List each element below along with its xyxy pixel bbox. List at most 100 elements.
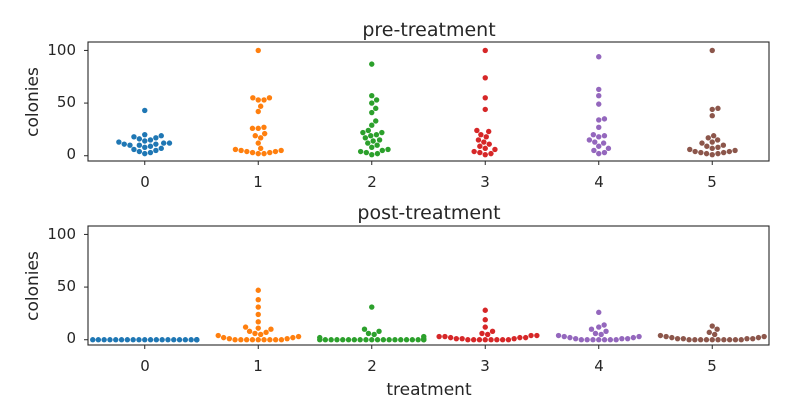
- data-point: [474, 127, 480, 134]
- data-point: [709, 145, 715, 152]
- data-point: [674, 335, 681, 342]
- y-tick-label: 0: [66, 329, 76, 347]
- data-point: [726, 337, 733, 343]
- data-point: [409, 337, 416, 343]
- data-point: [142, 107, 148, 114]
- panel-title: pre-treatment: [362, 19, 495, 41]
- data-point: [365, 140, 371, 146]
- data-point: [238, 337, 244, 343]
- data-point: [220, 334, 227, 341]
- data-point: [698, 149, 704, 156]
- x-tick-label: 4: [594, 173, 604, 191]
- data-point: [687, 146, 693, 153]
- data-point: [127, 142, 133, 148]
- data-point: [136, 142, 143, 148]
- data-point: [715, 337, 721, 343]
- data-point: [369, 122, 375, 128]
- data-point: [142, 131, 148, 138]
- data-point: [561, 333, 567, 340]
- data-point: [567, 334, 573, 341]
- data-point: [732, 337, 739, 343]
- data-point: [255, 311, 261, 318]
- data-point: [142, 144, 148, 151]
- data-point: [482, 95, 488, 101]
- data-point: [386, 337, 392, 343]
- data-point: [147, 137, 154, 143]
- data-point: [596, 324, 602, 330]
- data-point: [588, 326, 595, 332]
- data-point: [255, 319, 261, 325]
- data-point: [596, 143, 602, 149]
- data-point: [482, 145, 488, 152]
- data-point: [697, 337, 704, 343]
- data-point: [447, 334, 454, 341]
- data-point: [243, 337, 250, 343]
- data-point: [153, 141, 159, 147]
- data-point: [116, 139, 122, 145]
- data-point: [369, 100, 375, 106]
- data-point: [124, 337, 131, 343]
- data-point: [596, 134, 602, 140]
- data-point: [131, 146, 137, 153]
- data-point: [295, 333, 302, 340]
- data-point: [232, 146, 239, 153]
- data-point: [246, 328, 253, 335]
- data-point: [488, 150, 494, 157]
- data-point: [715, 144, 721, 151]
- data-point: [590, 337, 596, 343]
- data-point: [142, 138, 148, 144]
- data-point: [494, 337, 500, 343]
- data-point: [596, 337, 602, 343]
- data-point: [215, 332, 221, 339]
- data-point: [278, 147, 284, 154]
- data-point: [471, 148, 477, 155]
- data-point: [680, 335, 687, 342]
- data-point: [601, 116, 608, 122]
- y-tick-label: 100: [47, 41, 76, 59]
- data-point: [421, 333, 427, 340]
- data-point: [477, 143, 483, 149]
- y-axis-label: colonies: [23, 251, 43, 321]
- data-point: [479, 330, 485, 337]
- data-point: [732, 147, 738, 154]
- data-point: [465, 337, 471, 343]
- data-point: [95, 337, 102, 343]
- data-point: [166, 140, 173, 146]
- data-point: [249, 337, 256, 343]
- x-tick-label: 2: [367, 173, 377, 191]
- data-point: [255, 325, 261, 331]
- data-point: [586, 137, 593, 143]
- data-point: [710, 133, 717, 139]
- data-point: [232, 337, 238, 343]
- data-point: [357, 148, 364, 155]
- data-point: [761, 333, 767, 340]
- data-point: [182, 337, 189, 343]
- data-point: [482, 324, 488, 330]
- data-point: [340, 337, 346, 343]
- data-point: [601, 322, 607, 328]
- data-point: [357, 337, 363, 343]
- data-point: [482, 317, 488, 323]
- data-point: [250, 95, 256, 101]
- data-point: [603, 328, 609, 335]
- data-point: [534, 332, 540, 339]
- data-point: [619, 335, 625, 342]
- data-point: [376, 137, 383, 143]
- data-point: [714, 137, 721, 143]
- data-point: [147, 337, 154, 343]
- data-point: [596, 150, 602, 157]
- data-point: [365, 127, 371, 134]
- data-point: [601, 149, 608, 156]
- data-point: [600, 140, 607, 146]
- data-point: [709, 47, 715, 54]
- data-point: [453, 335, 460, 342]
- data-point: [136, 337, 142, 343]
- data-point: [136, 148, 143, 155]
- data-point: [176, 337, 183, 343]
- data-point: [261, 130, 268, 137]
- data-point: [596, 86, 602, 93]
- data-point: [703, 150, 710, 157]
- data-point: [483, 134, 489, 140]
- data-point: [255, 297, 261, 303]
- data-point: [720, 142, 727, 148]
